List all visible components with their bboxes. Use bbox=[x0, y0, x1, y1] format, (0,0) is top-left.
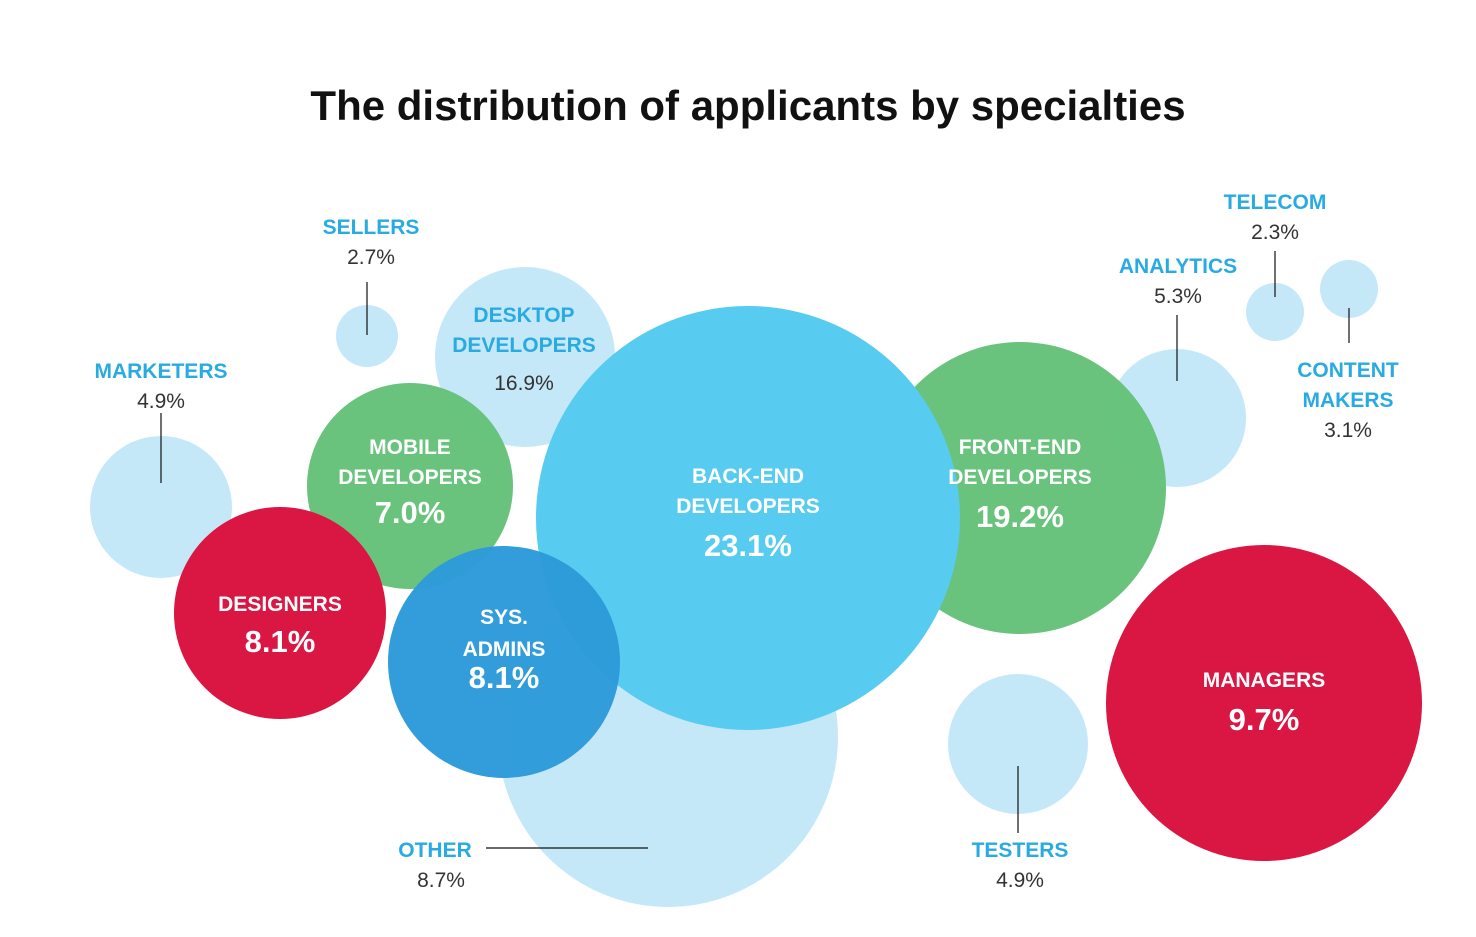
chart-title: The distribution of applicants by specia… bbox=[310, 82, 1185, 129]
category-label-content: CONTENT bbox=[1297, 359, 1399, 382]
category-label-marketers: MARKETERS bbox=[94, 360, 227, 383]
bubble-mobile bbox=[307, 383, 513, 589]
bubble-managers bbox=[1106, 545, 1422, 861]
category-label-analytics: ANALYTICS bbox=[1119, 255, 1237, 278]
category-label-testers: TESTERS bbox=[972, 839, 1069, 862]
labels-layer: OTHER 8.7% TESTERS 4.9% MARKETERS 4.9% SELLERS… bbox=[94, 191, 1398, 892]
category-label-content: MAKERS bbox=[1302, 389, 1393, 412]
category-label-backend: BACK-END bbox=[692, 465, 804, 488]
category-label-desktop: DESKTOP bbox=[473, 304, 574, 327]
bubble-content bbox=[1320, 260, 1378, 318]
category-label-sysadmins: ADMINS bbox=[463, 638, 546, 661]
value-label-frontend: 19.2% bbox=[976, 499, 1064, 534]
leader-lines-layer bbox=[160, 251, 1350, 849]
value-label-managers: 9.7% bbox=[1229, 702, 1300, 737]
bubble-backend bbox=[536, 306, 960, 730]
category-label-managers: MANAGERS bbox=[1203, 669, 1326, 692]
category-label-other: OTHER bbox=[398, 839, 472, 862]
value-label-analytics: 5.3% bbox=[1154, 285, 1202, 308]
category-label-frontend: DEVELOPERS bbox=[948, 466, 1092, 489]
value-label-marketers: 4.9% bbox=[137, 390, 185, 413]
category-label-backend: DEVELOPERS bbox=[676, 495, 820, 518]
category-label-mobile: DEVELOPERS bbox=[338, 466, 482, 489]
value-label-sellers: 2.7% bbox=[347, 246, 395, 269]
value-label-testers: 4.9% bbox=[996, 869, 1044, 892]
value-label-telecom: 2.3% bbox=[1251, 221, 1299, 244]
value-label-mobile: 7.0% bbox=[375, 495, 446, 530]
category-label-telecom: TELECOM bbox=[1224, 191, 1327, 214]
value-label-other: 8.7% bbox=[417, 869, 465, 892]
value-label-content: 3.1% bbox=[1324, 419, 1372, 442]
category-label-sellers: SELLERS bbox=[323, 216, 420, 239]
value-label-backend: 23.1% bbox=[704, 528, 792, 563]
bubble-desktop bbox=[435, 267, 615, 447]
value-label-designers: 8.1% bbox=[245, 624, 316, 659]
bubble-marketers bbox=[90, 436, 232, 578]
value-label-desktop: 16.9% bbox=[494, 372, 554, 395]
value-label-sysadmins: 8.1% bbox=[469, 660, 540, 695]
bubble-sellers bbox=[336, 305, 398, 367]
category-label-frontend: FRONT-END bbox=[959, 436, 1082, 459]
bubble-telecom bbox=[1246, 283, 1304, 341]
bubble-sysadmins bbox=[388, 546, 620, 778]
category-label-designers: DESIGNERS bbox=[218, 593, 342, 616]
bubble-testers bbox=[948, 674, 1088, 814]
category-label-desktop: DEVELOPERS bbox=[452, 334, 596, 357]
category-label-mobile: MOBILE bbox=[369, 436, 451, 459]
category-label-sysadmins: SYS. bbox=[480, 606, 528, 629]
bubbles-layer bbox=[90, 260, 1422, 907]
bubble-designers bbox=[174, 507, 386, 719]
